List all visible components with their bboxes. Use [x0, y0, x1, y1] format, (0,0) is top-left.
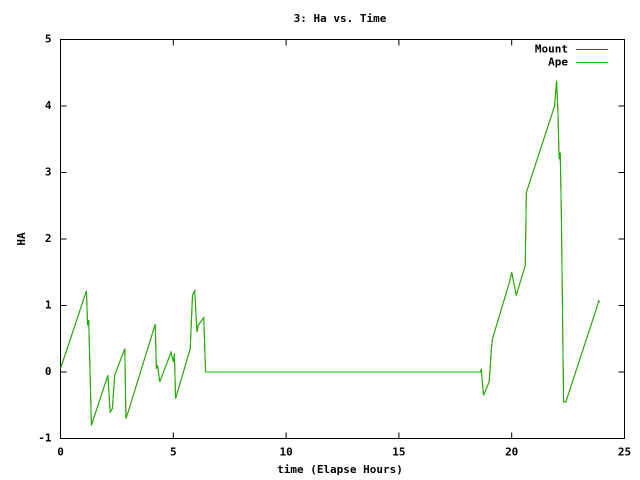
chart-title: 3: Ha vs. Time	[294, 12, 387, 25]
y-tick-label: 1	[45, 299, 52, 312]
y-tick-label: 5	[45, 33, 52, 46]
y-tick-label: 3	[45, 166, 52, 179]
y-tick-label: 2	[45, 232, 52, 245]
y-tick-label: 0	[45, 365, 52, 378]
x-tick-label: 25	[618, 446, 631, 459]
plot-border	[60, 39, 625, 439]
y-axis-label: HA	[15, 232, 28, 246]
x-tick-label: 15	[392, 446, 405, 459]
x-axis-label: time (Elapse Hours)	[277, 463, 403, 476]
legend-label: Mount	[535, 43, 568, 56]
data-line	[60, 80, 601, 426]
x-tick-label: 10	[279, 446, 292, 459]
y-tick-label: 4	[45, 99, 52, 112]
legend-label: Ape	[548, 56, 568, 69]
x-tick-label: 0	[57, 446, 64, 459]
y-tick-label: -1	[38, 432, 52, 445]
x-tick-label: 5	[170, 446, 177, 459]
data-line	[60, 80, 601, 426]
x-tick-label: 20	[505, 446, 518, 459]
